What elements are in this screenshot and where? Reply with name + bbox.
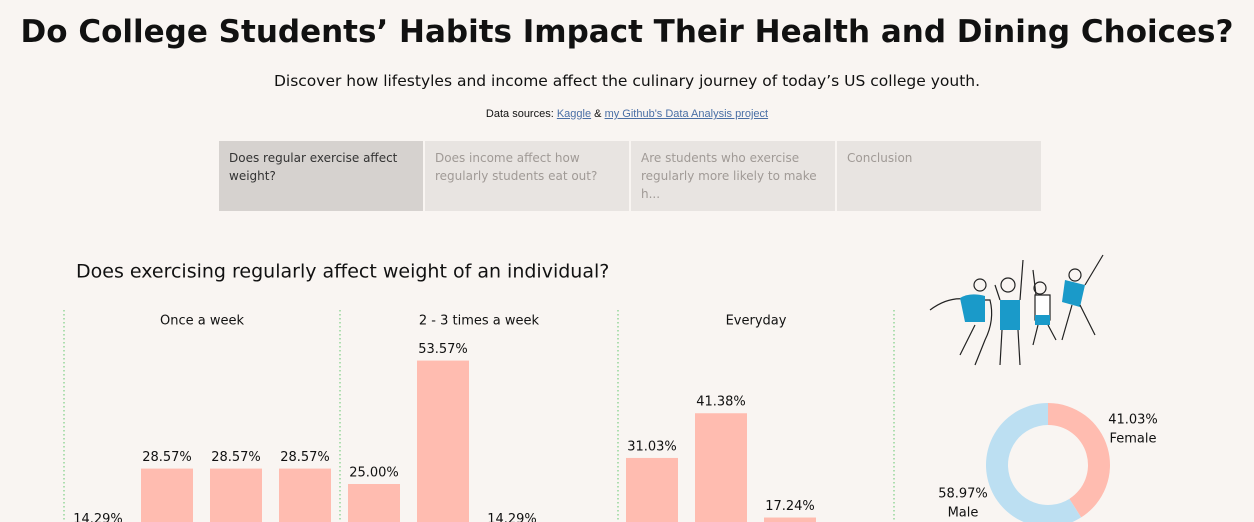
sources: Data sources: Kaggle & my Github's Data …: [0, 108, 1254, 120]
donut-slice: [986, 403, 1082, 522]
value-label: 14.29%: [73, 512, 123, 522]
kaggle-link[interactable]: Kaggle: [556, 108, 592, 120]
value-label: 28.57%: [142, 450, 192, 465]
illustration: [929, 254, 1104, 366]
value-label: 17.24%: [765, 499, 815, 514]
slice-label: Male: [948, 506, 979, 521]
value-label: 28.57%: [211, 450, 261, 465]
chart-area: Does exercising regularly affect weight …: [63, 254, 1158, 522]
joiner: &: [594, 108, 602, 120]
value-label: 25.00%: [349, 466, 399, 481]
tab[interactable]: Does regular exercise affect weight?: [219, 141, 423, 211]
facet-title: Everyday: [726, 314, 787, 329]
value-label: 41.38%: [696, 395, 746, 410]
story-tabs: Does regular exercise affect weight? Doe…: [219, 141, 1041, 211]
bar: [210, 468, 262, 522]
sources-label: Data sources:: [485, 108, 554, 120]
value-label: 14.29%: [487, 512, 537, 522]
donut-slice: [1048, 403, 1110, 518]
github-link[interactable]: my Github's Data Analysis project: [604, 108, 769, 120]
bar: [695, 413, 747, 522]
slice-value: 41.03%: [1108, 413, 1158, 428]
page-title: Do College Students’ Habits Impact Their…: [20, 14, 1234, 50]
value-label: 53.57%: [418, 342, 468, 357]
bar: [417, 360, 469, 522]
bar: [348, 484, 400, 522]
value-label: 28.57%: [280, 450, 330, 465]
tab[interactable]: Conclusion: [837, 141, 1041, 211]
slice-value: 58.97%: [938, 487, 988, 502]
tab[interactable]: Does income affect how regularly student…: [425, 141, 629, 211]
slice-label: Female: [1109, 432, 1156, 447]
value-label: 31.03%: [627, 439, 677, 454]
subtitle: Discover how lifestyles and income affec…: [273, 72, 981, 90]
bar: [764, 517, 816, 522]
bar: [626, 457, 678, 522]
tab[interactable]: Are students who exercise regularly more…: [631, 141, 835, 211]
bar: [141, 468, 193, 522]
facet-title: Once a week: [160, 314, 244, 329]
chart-title: Does exercising regularly affect weight …: [76, 261, 609, 283]
facet-title: 2 - 3 times a week: [419, 314, 540, 329]
bar: [279, 468, 331, 522]
